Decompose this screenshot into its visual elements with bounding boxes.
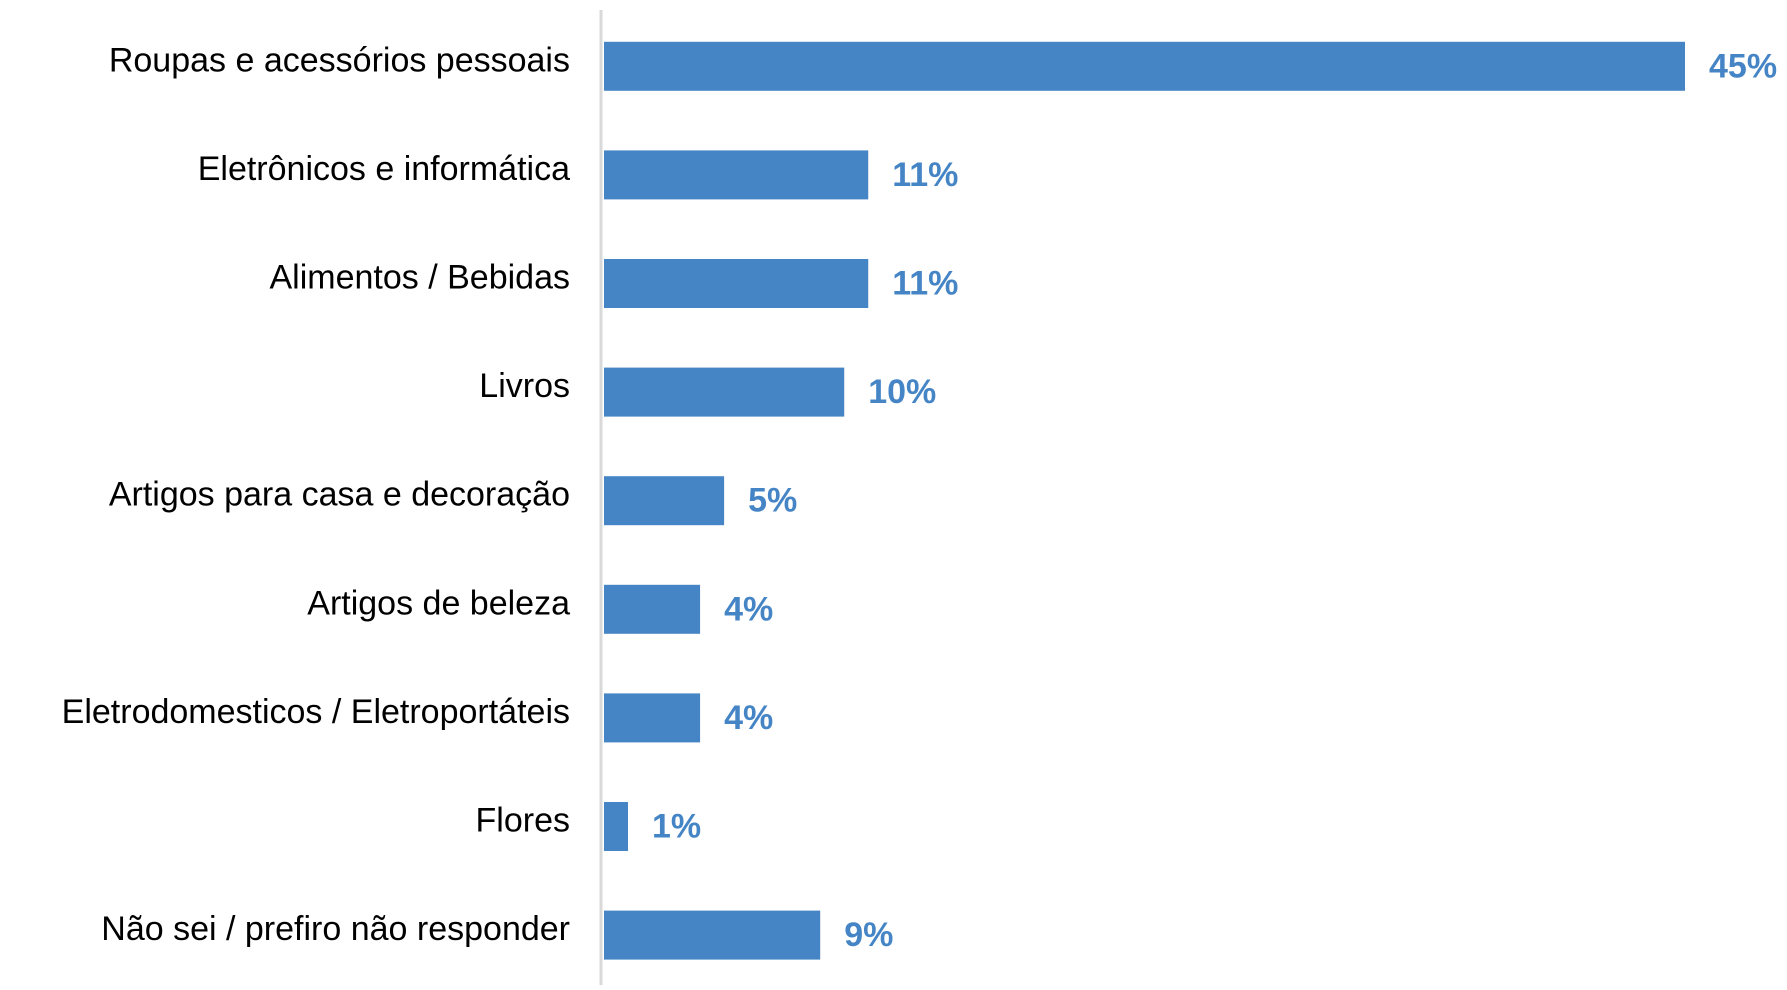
bar: [604, 910, 821, 960]
bar: [604, 150, 869, 200]
bar: [604, 367, 845, 417]
category-label: Livros: [479, 367, 570, 405]
data-label: 10%: [868, 373, 936, 411]
data-label: 4%: [724, 590, 773, 628]
category-label: Flores: [476, 801, 570, 839]
data-label: 4%: [724, 699, 773, 737]
data-label: 11%: [892, 264, 958, 302]
data-label: 5%: [748, 482, 797, 520]
category-label: Artigos para casa e decoração: [109, 476, 570, 514]
data-label: 45%: [1709, 47, 1777, 85]
category-label: Eletrônicos e informática: [198, 150, 570, 188]
bar: [604, 693, 701, 743]
bar: [604, 802, 629, 851]
category-label: Alimentos / Bebidas: [270, 258, 571, 296]
bar: [604, 476, 725, 526]
data-label: 9%: [844, 916, 893, 954]
bar: [604, 41, 1685, 91]
category-label: Não sei / prefiro não responder: [101, 910, 570, 948]
category-label: Roupas e acessórios pessoais: [109, 41, 570, 79]
data-label: 1%: [652, 807, 701, 845]
category-label: Eletrodomesticos / Eletroportáteis: [62, 693, 570, 731]
category-label: Artigos de beleza: [307, 584, 570, 622]
bar: [604, 584, 701, 634]
bar: [604, 259, 869, 308]
data-label: 11%: [892, 156, 958, 194]
